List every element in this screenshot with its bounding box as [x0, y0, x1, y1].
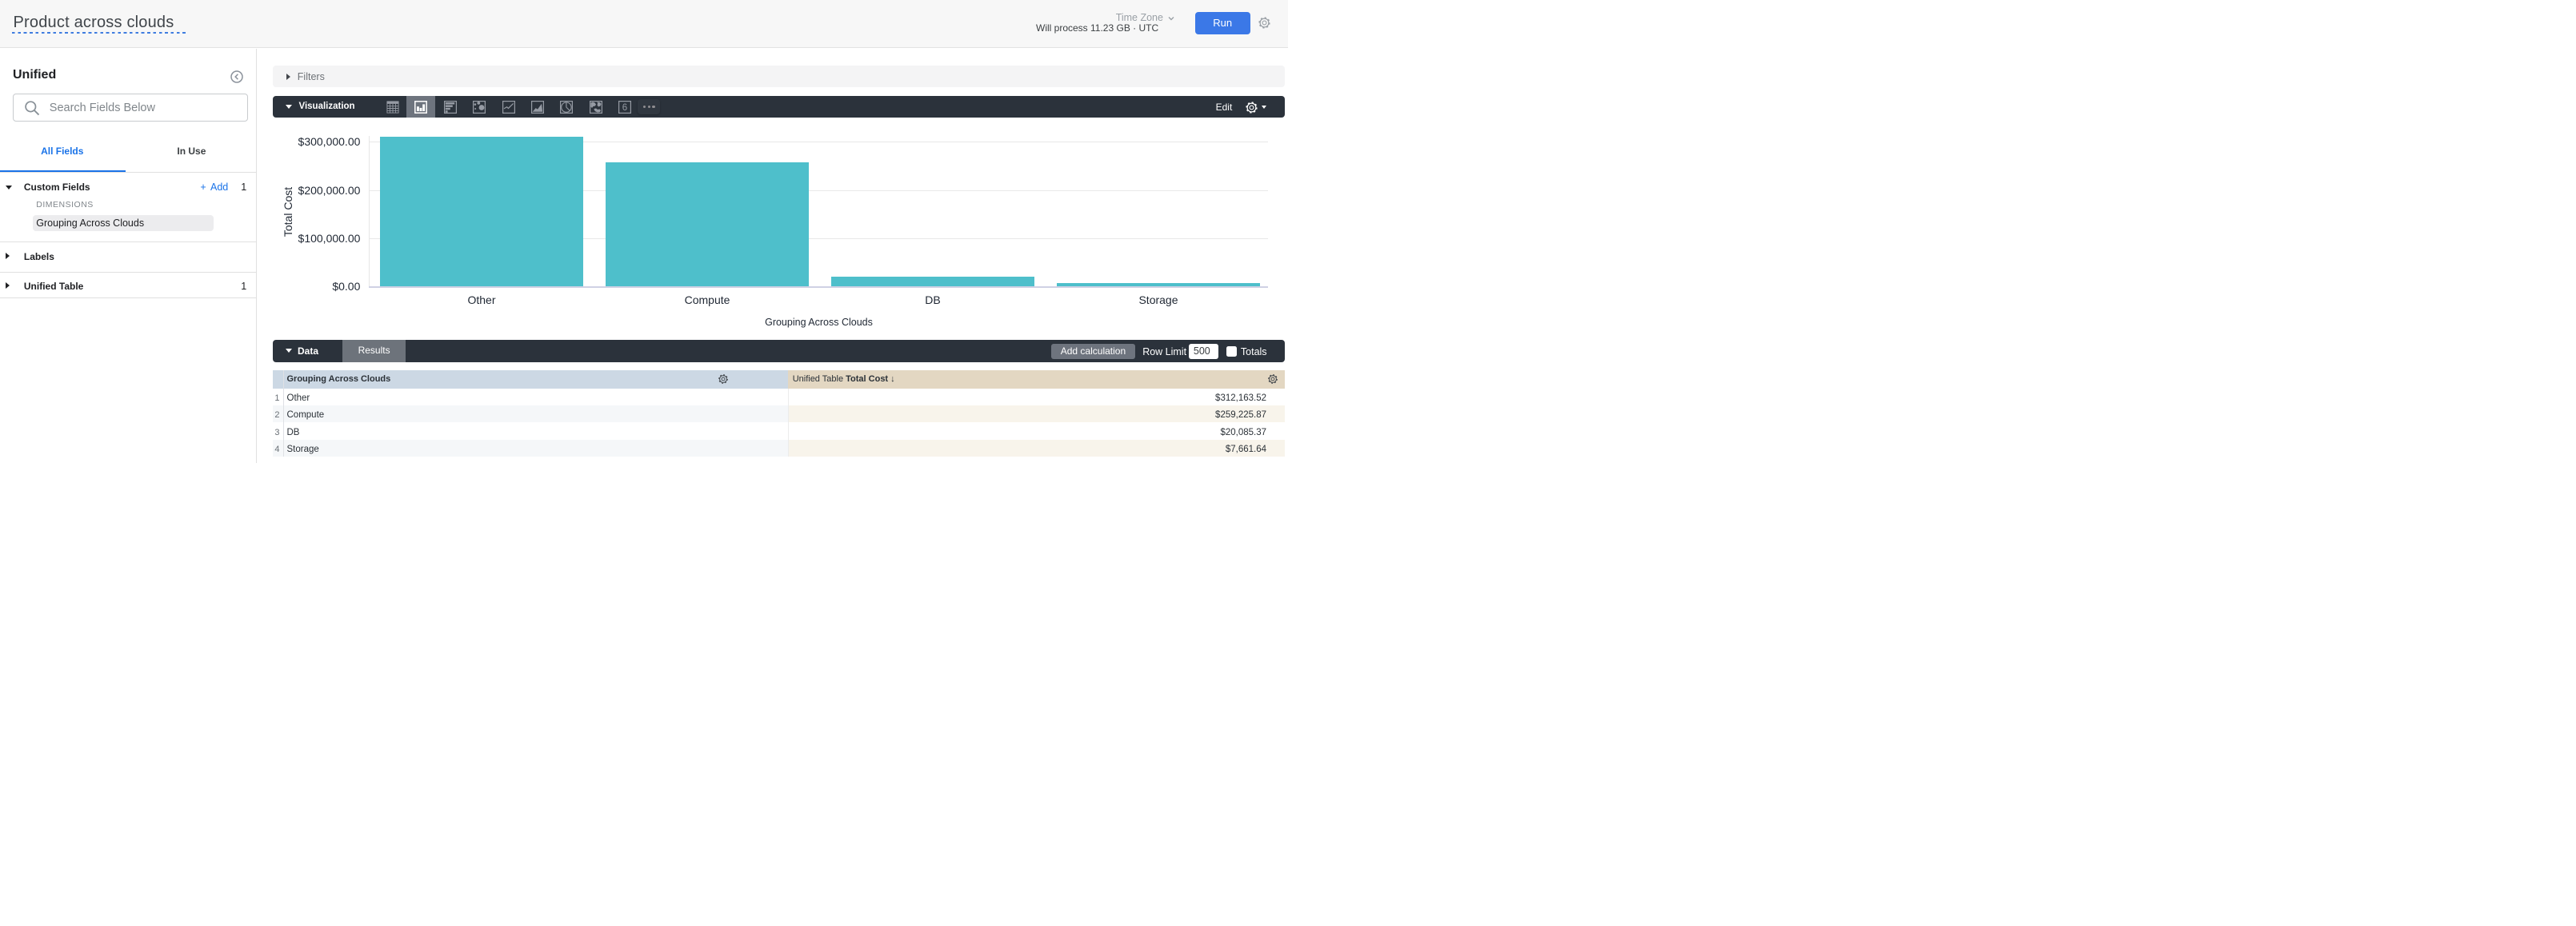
svg-text:6: 6: [622, 103, 627, 113]
